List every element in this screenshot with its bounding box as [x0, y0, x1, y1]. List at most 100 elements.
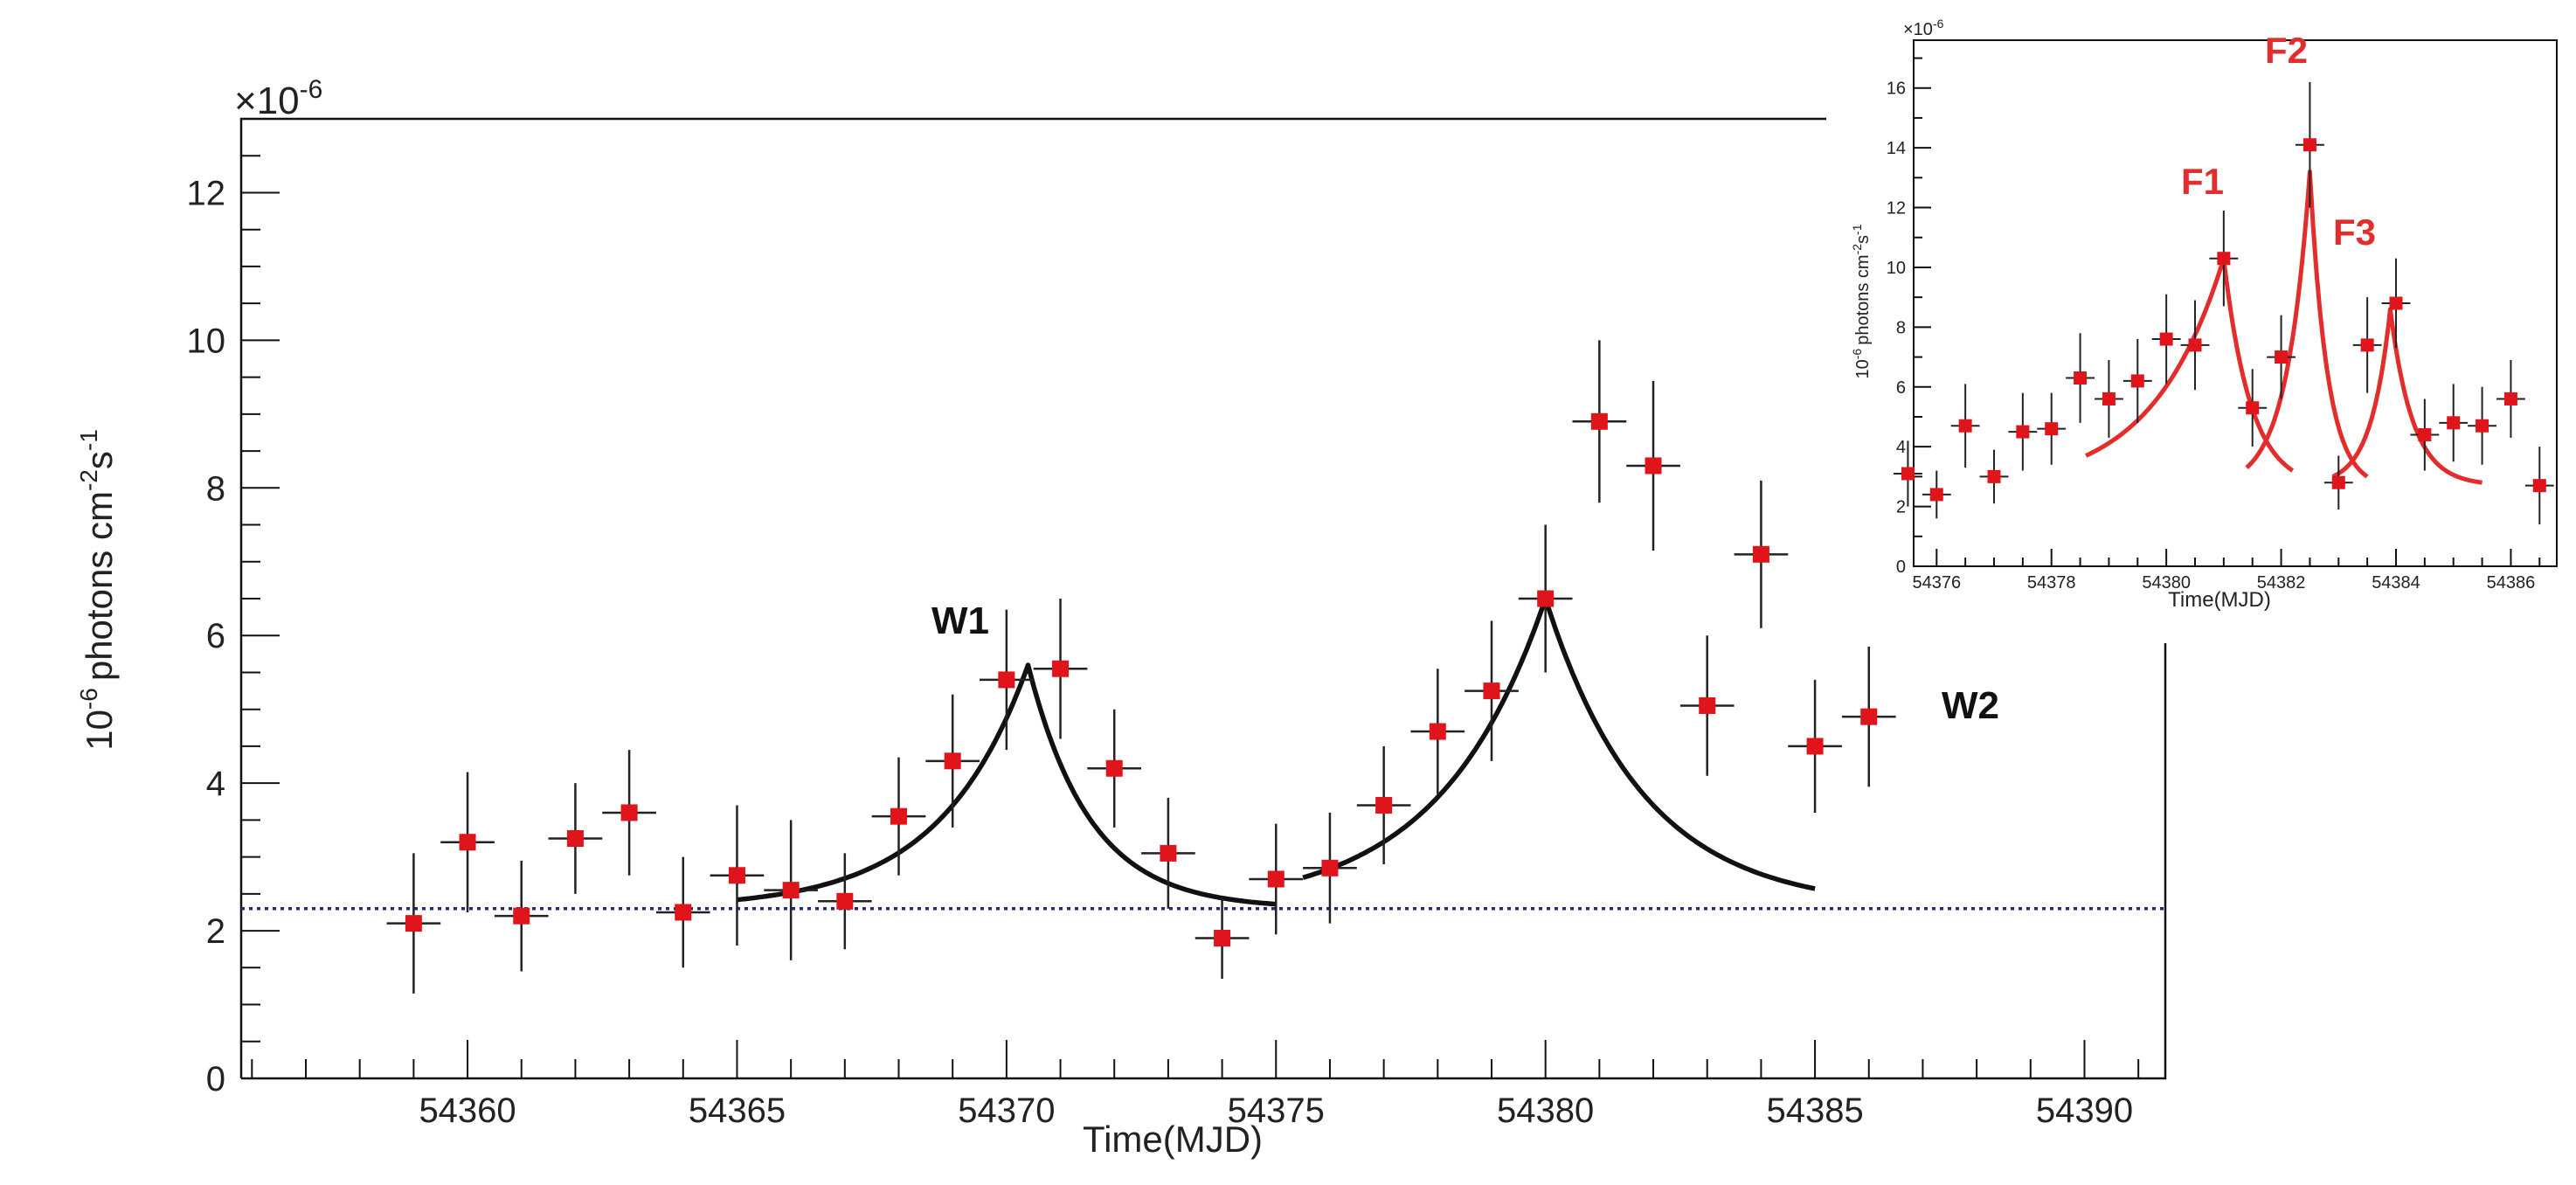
data-point	[440, 772, 495, 912]
x-tick-label: 54360	[419, 1091, 516, 1130]
data-point	[764, 820, 818, 960]
marker-square	[566, 830, 584, 847]
marker-square	[1901, 467, 1915, 481]
data-point	[2352, 297, 2382, 393]
data-point	[2151, 294, 2181, 385]
marker-square	[890, 807, 908, 825]
data-point	[2296, 81, 2324, 208]
x-tick-label: 54384	[2372, 573, 2420, 592]
fit-curve-w2	[1302, 596, 1816, 891]
data-point	[1410, 669, 1465, 794]
data-point	[602, 750, 656, 876]
marker-square	[1105, 759, 1123, 777]
data-point	[2468, 386, 2496, 465]
main-plot: 54360 54365 54370 54375 54380 54385 54390 0 2 4 6…	[75, 75, 2167, 1160]
inset-data-points	[1894, 81, 2554, 525]
x-tick-label: 54376	[1912, 573, 1961, 592]
marker-square	[1483, 683, 1500, 700]
inset-plot-frame	[1913, 39, 2558, 567]
marker-square	[675, 904, 692, 921]
data-point	[2122, 339, 2152, 423]
data-point	[1979, 449, 2009, 504]
marker-square	[1929, 488, 1943, 502]
x-tick-label: 54385	[1766, 1091, 1863, 1130]
marker-square	[2331, 475, 2345, 489]
main-y-axis: 0 2 4 6 8 10 12	[187, 118, 280, 1098]
marker-square	[2503, 392, 2517, 405]
data-point	[1303, 812, 1357, 924]
x-tick-label: 54370	[958, 1091, 1055, 1130]
data-point	[2381, 258, 2411, 349]
y-tick-label: 8	[206, 469, 225, 508]
y-tick-label: 12	[187, 174, 226, 212]
main-data-points	[386, 340, 1896, 994]
data-point	[2209, 210, 2239, 307]
data-point	[1950, 384, 1980, 468]
marker-square	[2016, 425, 2030, 439]
inset-background	[1826, 16, 2569, 582]
marker-square	[1590, 412, 1608, 430]
annotation-f3: F3	[2333, 211, 2376, 253]
annotation-w1: W1	[931, 599, 989, 642]
data-point	[2524, 447, 2554, 525]
y-tick-label: 4	[1896, 438, 1906, 457]
y-tick-label: 0	[1896, 558, 1906, 577]
x-tick-label: 54380	[2142, 573, 2191, 592]
marker-square	[1752, 545, 1769, 563]
marker-square	[1860, 708, 1878, 725]
inset-y-axis: 0 2 4 6 8 10 12 14 16	[1887, 57, 1931, 577]
y-tick-label: 16	[1887, 80, 1906, 99]
main-x-axis: 54360 54365 54370 54375 54380 54385 54390	[251, 1040, 2140, 1130]
marker-square	[836, 892, 854, 910]
y-tick-label: 6	[1896, 378, 1906, 398]
data-point	[386, 853, 441, 994]
data-point	[2180, 300, 2210, 391]
marker-square	[1375, 796, 1393, 814]
x-tick-label: 54386	[2487, 573, 2536, 592]
marker-square	[2302, 138, 2316, 152]
y-tick-label: 0	[206, 1060, 225, 1098]
marker-square	[2074, 371, 2088, 385]
data-point	[2439, 384, 2469, 462]
marker-square	[2418, 428, 2432, 441]
data-point	[1195, 897, 1250, 979]
data-point	[871, 757, 926, 876]
marker-square	[1214, 930, 1231, 947]
marker-square	[2275, 350, 2289, 364]
data-point	[1734, 480, 1789, 628]
x-tick-label: 54380	[1497, 1091, 1594, 1130]
data-point	[548, 783, 603, 894]
marker-square	[728, 867, 745, 884]
data-point	[1356, 745, 1411, 865]
marker-square	[1537, 590, 1555, 607]
data-point	[2037, 392, 2067, 465]
data-point	[2410, 398, 2440, 471]
marker-square	[2476, 419, 2489, 433]
data-point	[2323, 455, 2353, 510]
inset-plot: 54376 54378 54380 54382 54384 54386 0 2 4 6 8 10 12…	[1826, 16, 2569, 612]
inset-x-axis: 54376 54378 54380 54382 54384 54386	[1912, 549, 2541, 592]
data-point	[1518, 524, 1573, 673]
marker-square	[2447, 416, 2461, 430]
marker-square	[2159, 332, 2173, 346]
y-tick-label: 2	[206, 912, 225, 951]
data-point	[2267, 315, 2296, 399]
marker-square	[1160, 844, 1177, 862]
data-point	[1033, 599, 1088, 739]
marker-square	[459, 834, 476, 851]
annotation-f1: F1	[2181, 161, 2224, 202]
data-point	[817, 853, 872, 950]
inset-y-multiplier: ×10-6	[1903, 17, 1944, 39]
data-point	[1572, 340, 1627, 503]
marker-square	[1429, 723, 1446, 740]
marker-square	[1958, 419, 1972, 433]
data-point	[1679, 635, 1735, 776]
y-tick-label: 10	[187, 322, 226, 360]
main-y-axis-label: 10-6photons cm-2s-1	[75, 429, 120, 751]
marker-square	[405, 915, 422, 932]
data-point	[1465, 620, 1519, 761]
y-tick-label: 4	[206, 765, 225, 803]
x-tick-label: 54378	[2027, 573, 2076, 592]
marker-square	[782, 882, 800, 899]
marker-square	[2102, 392, 2116, 405]
